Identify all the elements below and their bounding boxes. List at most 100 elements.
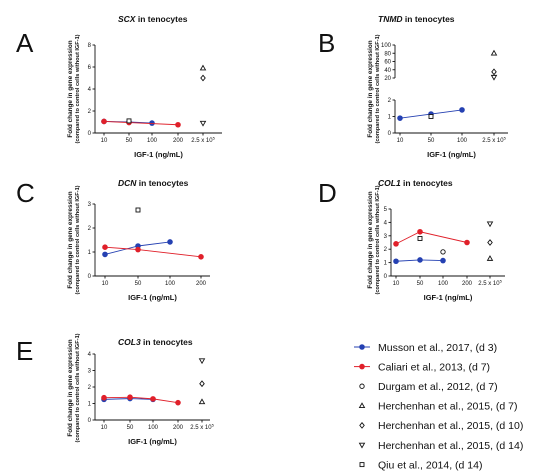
data-point-caliari — [127, 394, 133, 401]
legend-marker-caliari — [359, 363, 365, 370]
x-tick-label: 100 — [148, 425, 159, 431]
panel-title-suffix: in tenocytes — [401, 178, 453, 188]
y-axis-label-main: Fold change in gene expression — [367, 191, 374, 288]
data-point-caliari — [101, 118, 107, 125]
y-tick-label: 0 — [88, 418, 92, 424]
data-point-caliari-shape — [175, 399, 181, 406]
data-point-qiu — [135, 207, 141, 213]
x-tick-label-extra: 2.5 x 105 — [190, 423, 214, 432]
x-tick-label: 10 — [102, 281, 109, 287]
x-tick-label: 200 — [462, 281, 473, 287]
data-point-musson — [440, 257, 446, 264]
data-point-herch7 — [199, 64, 207, 71]
y-tick-label: 1 — [88, 250, 92, 256]
y-tick-label: 8 — [88, 43, 92, 49]
data-point-caliari — [198, 253, 204, 260]
data-point-herch10 — [491, 68, 497, 76]
data-point-herch10 — [200, 74, 206, 82]
data-point-herch7 — [198, 398, 206, 405]
data-point-caliari-shape — [101, 118, 107, 125]
series-caliari — [393, 228, 470, 247]
data-point-musson — [102, 251, 108, 258]
y-axis-label-main: Fold change in gene expression — [67, 40, 74, 137]
y-tick-label: 4 — [88, 87, 92, 93]
series-herch10 — [199, 380, 205, 388]
x-tick-label: 10 — [393, 281, 400, 287]
panel-title-gene: COL3 — [118, 337, 141, 347]
legend-marker-herch14-shape — [358, 442, 366, 449]
y-tick-label: 1 — [384, 261, 388, 267]
data-point-qiu — [428, 114, 434, 119]
legend-marker-qiu-shape — [359, 462, 365, 468]
data-point-musson-shape — [397, 115, 403, 121]
legend-item-herch10: Herchenhan et al., 2015, (d 10) — [359, 420, 523, 432]
series-qiu — [135, 207, 141, 213]
x-tick-label: 100 — [147, 138, 158, 144]
y-axis-label-sub: (compared to control cells without IGF-1… — [375, 185, 381, 294]
panel-title-gene: TNMD — [378, 14, 403, 24]
data-point-caliari — [175, 399, 181, 406]
y-tick-label: 2 — [384, 247, 388, 253]
legend-marker-caliari-shape — [359, 363, 365, 370]
series-herch7 — [198, 398, 206, 405]
panel-title-D: COL1 in tenocytes — [378, 178, 453, 188]
data-point-herch7-shape — [490, 49, 498, 56]
series-herch7 — [199, 64, 207, 71]
panel-title-gene: SCX — [118, 14, 137, 24]
y-axis-label-C: Fold change in gene expression (compared … — [67, 185, 81, 294]
series-durgam — [440, 249, 446, 255]
legend-marker-herch7 — [358, 402, 366, 409]
panel-letter-B: B — [318, 28, 335, 58]
legend-marker-musson — [359, 344, 365, 350]
data-point-herch14-shape — [199, 120, 207, 127]
data-point-qiu-shape — [135, 207, 141, 213]
panel-title-gene: DCN — [118, 178, 137, 188]
data-point-musson-shape — [167, 239, 173, 245]
y-tick-label: 80 — [384, 51, 391, 57]
x-tick-superscript: 5 — [213, 136, 216, 141]
data-point-qiu — [417, 236, 423, 241]
legend-label-herch7: Herchenhan et al., 2015, (d 7) — [378, 401, 518, 413]
panel-title-A: SCX in tenocytes — [118, 14, 188, 24]
panel-letter-C: C — [16, 178, 35, 208]
series-qiu — [126, 118, 132, 124]
data-point-musson — [417, 257, 423, 263]
legend-label-herch14: Herchenhan et al., 2015, (d 14) — [378, 440, 523, 452]
data-point-herch10-shape — [487, 239, 493, 246]
data-point-herch7-shape — [486, 255, 494, 261]
series-herch10 — [200, 74, 206, 82]
y-tick-label: 1 — [88, 402, 92, 408]
panel-title-C: DCN in tenocytes — [118, 178, 189, 188]
legend-item-musson: Musson et al., 2017, (d 3) — [354, 342, 497, 354]
y-axis-label-sub: (compared to control cells without IGF-1… — [75, 333, 81, 442]
x-tick-label: 10 — [101, 138, 108, 144]
y-axis-label-B: Fold change in gene expression (compared … — [367, 34, 381, 143]
data-point-caliari — [102, 244, 108, 250]
panel-letter-A: A — [16, 28, 34, 58]
data-point-musson-shape — [440, 257, 446, 264]
y-axis-label-main: Fold change in gene expression — [67, 339, 74, 436]
legend-item-durgam: Durgam et al., 2012, (d 7) — [359, 381, 498, 393]
data-point-herch10-shape — [200, 74, 206, 82]
y-axis-label-D: Fold change in gene expression (compared … — [367, 185, 381, 294]
data-point-herch7 — [486, 255, 494, 261]
y-tick-label: 2 — [88, 385, 92, 391]
series-line-caliari — [395, 231, 468, 245]
data-point-musson-shape — [417, 257, 423, 263]
x-axis-label-C: IGF-1 (ng/mL) — [128, 293, 177, 302]
data-point-herch10-shape — [199, 380, 205, 388]
panel-title-suffix: in tenocytes — [136, 178, 188, 188]
y-axis-label-main: Fold change in gene expression — [67, 191, 74, 288]
series-herch7 — [486, 255, 494, 261]
data-point-caliari — [150, 396, 156, 402]
y-tick-label: 0 — [388, 131, 392, 137]
legend-marker-durgam-shape — [359, 383, 365, 389]
x-tick-label-extra: 2.5 x 105 — [482, 136, 506, 145]
data-point-musson — [459, 107, 465, 113]
x-tick-label-extra: 2.5 x 105 — [478, 279, 502, 288]
legend-label-herch10: Herchenhan et al., 2015, (d 10) — [378, 420, 523, 432]
data-point-herch7-shape — [199, 64, 207, 71]
series-herch14 — [198, 358, 206, 365]
y-tick-label: 20 — [384, 76, 391, 82]
panel-C: C DCN in tenocytes Fold change in gene exp… — [16, 178, 210, 302]
